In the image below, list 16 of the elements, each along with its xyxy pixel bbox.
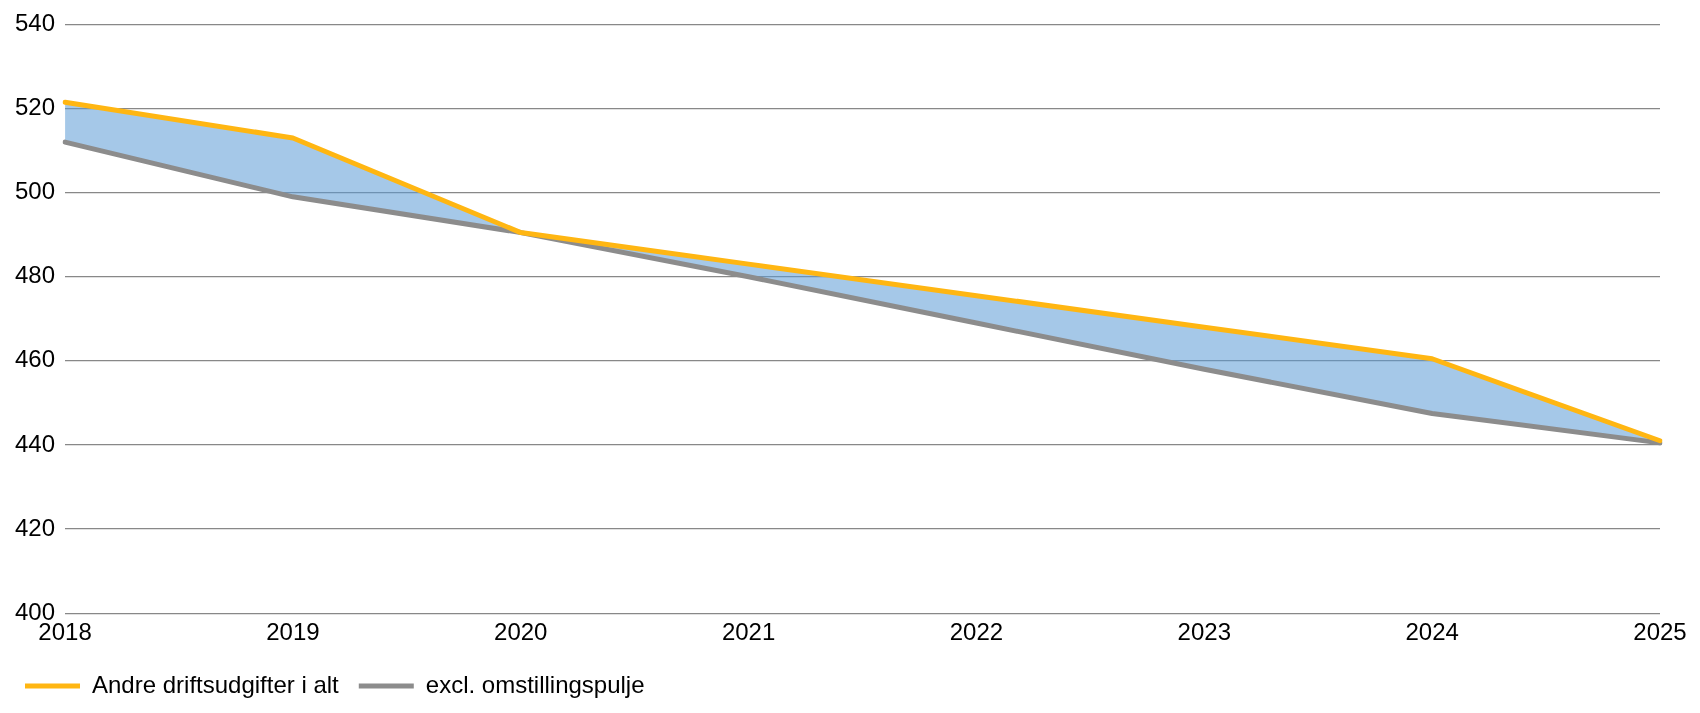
x-tick-label: 2025 [1633,618,1687,646]
y-tick-label: 440 [15,429,56,457]
x-tick-label: 2024 [1405,618,1459,646]
x-tick-label: 2022 [949,618,1004,646]
y-tick-label: 420 [15,513,56,541]
legend-label: Andre driftsudgifter i alt [92,670,340,698]
x-tick-label: 2019 [266,618,320,646]
x-tick-label: 2021 [721,618,776,646]
y-tick-label: 480 [15,261,56,289]
y-tick-label: 500 [15,177,56,205]
legend-label: excl. omstillingspulje [425,670,645,698]
y-tick-label: 520 [15,93,56,121]
x-tick-label: 2020 [494,618,548,646]
y-tick-label: 460 [15,345,56,373]
y-tick-label: 540 [15,9,56,37]
x-tick-label: 2023 [1177,618,1231,646]
